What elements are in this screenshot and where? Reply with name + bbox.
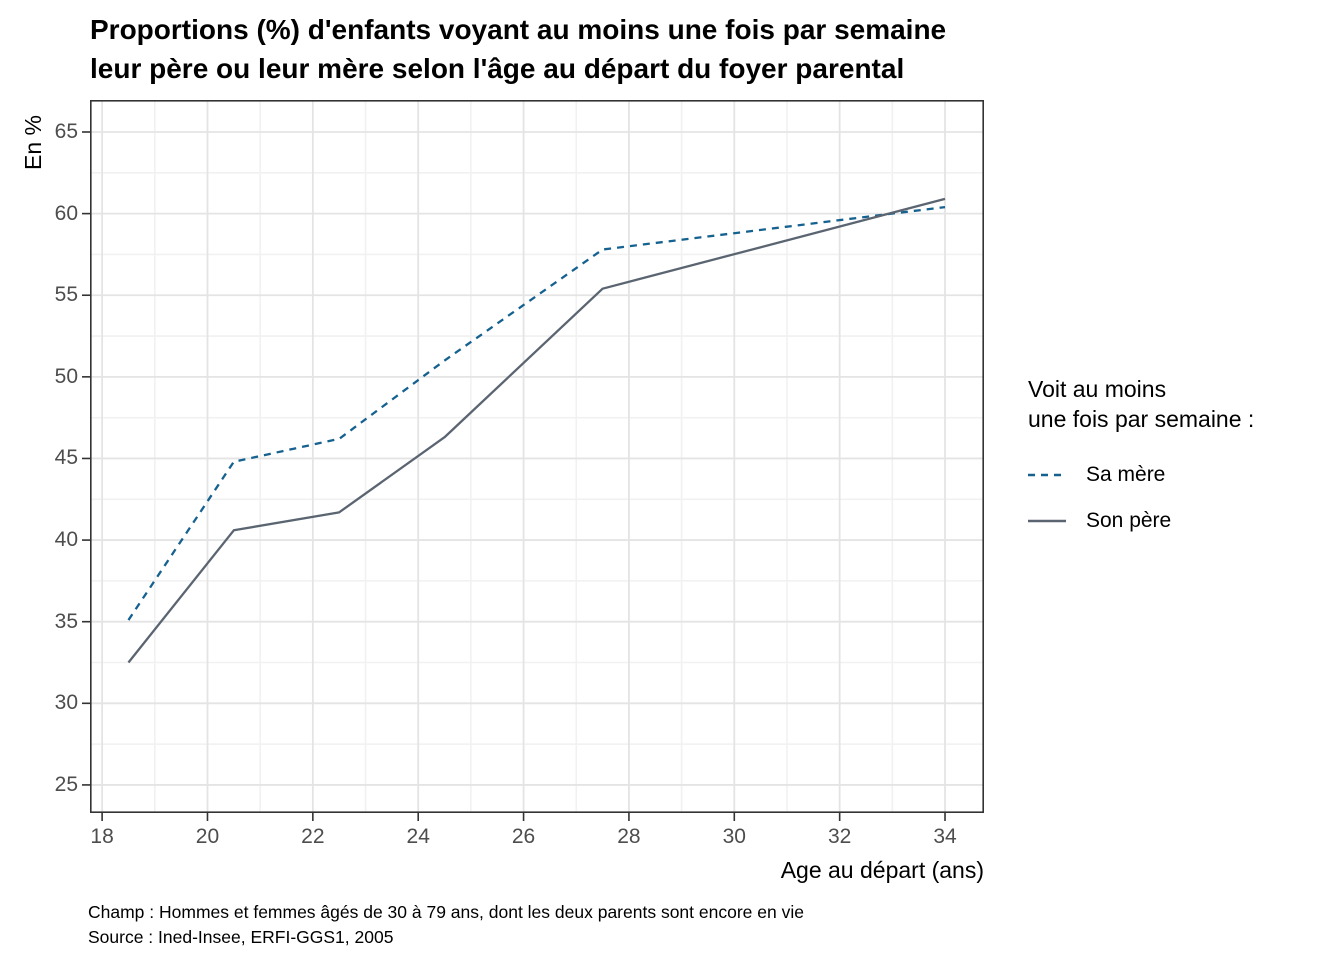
y-tick-label: 40	[54, 528, 78, 552]
legend-title: Voit au moins une fois par semaine :	[1028, 374, 1338, 434]
legend-label-sa-mere: Sa mère	[1086, 463, 1166, 486]
y-tick-label: 45	[54, 446, 78, 470]
x-tick-label: 34	[933, 825, 957, 848]
y-tick-label: 65	[54, 119, 78, 143]
legend-items: Sa mère Son père	[1028, 462, 1338, 534]
y-tick-label: 55	[54, 283, 78, 307]
footnote-source: Source : Ined-Insee, ERFI-GGS1, 2005	[88, 927, 394, 947]
series-line-sa-mere	[127, 205, 946, 621]
y-tick-label: 60	[54, 201, 78, 225]
x-tick-label: 24	[406, 825, 430, 848]
x-tick-label: 30	[722, 825, 746, 848]
x-axis-title: Age au départ (ans)	[780, 857, 984, 883]
plot-panel	[82, 100, 985, 821]
series-line-son-pere	[127, 197, 946, 664]
legend: Voit au moins une fois par semaine : Sa …	[1028, 374, 1338, 554]
footnote-champ: Champ : Hommes et femmes âgés de 30 à 79…	[88, 902, 804, 922]
x-tick-label: 32	[827, 825, 852, 848]
legend-item-sa-mere: Sa mère	[1028, 462, 1338, 488]
x-tick-label: 26	[511, 825, 536, 848]
legend-item-son-pere: Son père	[1028, 508, 1338, 534]
chart-title: Proportions (%) d'enfants voyant au moin…	[90, 10, 946, 88]
x-tick-label: 28	[617, 825, 641, 848]
x-tick-label: 18	[90, 825, 114, 848]
panel-background	[90, 100, 984, 813]
x-tick-label: 22	[301, 825, 325, 848]
panel-border	[90, 100, 985, 814]
chart-title-line2: leur père ou leur mère selon l'âge au dé…	[90, 53, 905, 84]
x-tick-label: 20	[195, 825, 220, 848]
chart-title-line1: Proportions (%) d'enfants voyant au moin…	[90, 14, 947, 45]
y-tick-label: 30	[54, 691, 78, 715]
y-tick-label: 25	[54, 772, 78, 796]
legend-title-line1: Voit au moins	[1028, 376, 1167, 402]
legend-title-line2: une fois par semaine :	[1028, 406, 1255, 432]
footnotes: Champ : Hommes et femmes âgés de 30 à 79…	[88, 900, 804, 950]
legend-label-son-pere: Son père	[1086, 509, 1172, 532]
solid-line-sample-icon	[1028, 519, 1066, 523]
y-tick-label: 35	[54, 609, 78, 633]
y-tick-label: 50	[54, 364, 78, 388]
dashed-line-sample-icon	[1028, 473, 1066, 477]
